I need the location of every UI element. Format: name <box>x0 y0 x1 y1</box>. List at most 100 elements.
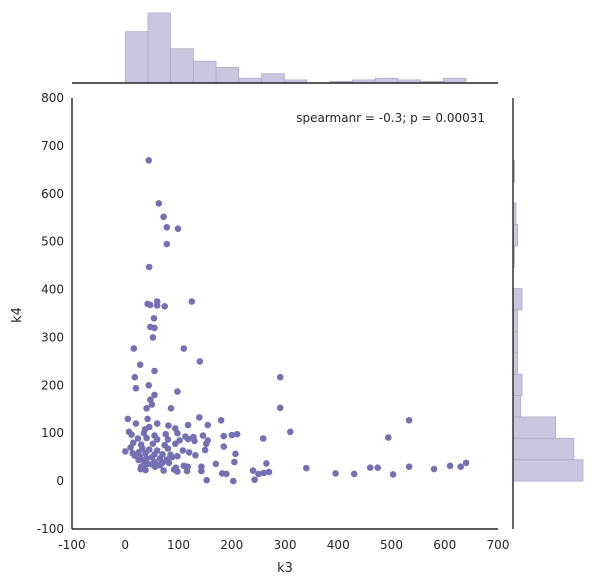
right-hist-bar <box>512 288 523 311</box>
scatter-point <box>151 367 158 375</box>
scatter-point <box>212 460 220 468</box>
scatter-point <box>405 463 413 471</box>
scatter-point <box>263 460 270 467</box>
y-tick-label: 800 <box>41 91 64 105</box>
top-marginal-histogram <box>124 12 467 84</box>
x-axis-label: k3 <box>277 561 293 576</box>
scatter-point <box>145 382 152 389</box>
scatter-point <box>366 464 374 472</box>
right-marginal-histogram <box>512 159 584 482</box>
scatter-point <box>276 373 284 381</box>
scatter-point <box>130 345 138 352</box>
scatter-point <box>174 388 181 395</box>
scatter-point <box>136 361 144 369</box>
scatter-point <box>232 450 239 458</box>
scatter-point <box>165 422 172 429</box>
scatter-point <box>143 434 150 442</box>
x-tick-labels: -100 0 100 200 300 400 500 600 700 <box>58 538 509 552</box>
right-hist-bar <box>512 373 523 397</box>
scatter-point <box>165 459 173 467</box>
scatter-point <box>204 421 212 429</box>
x-tick-label: 700 <box>487 538 510 552</box>
scatter-point <box>457 463 465 471</box>
scatter-point <box>255 470 262 478</box>
y-tick-label: -100 <box>37 522 64 536</box>
scatter-point <box>183 467 191 475</box>
scatter-point <box>143 405 150 412</box>
scatter-point <box>184 435 192 443</box>
scatter-point <box>132 420 140 427</box>
scatter-point <box>124 415 132 423</box>
top-hist-bar <box>238 77 262 84</box>
scatter-point <box>174 452 181 460</box>
x-tick-label: 200 <box>220 538 243 552</box>
scatter-point <box>163 240 171 248</box>
x-tick-label: 600 <box>433 538 456 552</box>
y-tick-label: 300 <box>41 330 64 344</box>
top-hist-bar <box>215 67 240 84</box>
scatter-point <box>230 477 237 485</box>
scatter-point <box>199 432 207 439</box>
x-tick-label: 500 <box>380 538 403 552</box>
x-tick-label: 300 <box>274 538 297 552</box>
scatter-point <box>249 467 257 474</box>
scatter-point <box>196 414 203 421</box>
scatter-point <box>405 417 413 424</box>
y-tick-label: 100 <box>41 426 64 440</box>
scatter-point <box>147 301 154 309</box>
scatter-point <box>149 440 157 448</box>
scatter-point <box>132 384 140 392</box>
scatter-point <box>201 446 209 454</box>
scatter-point <box>164 436 172 443</box>
scatter-point <box>188 298 196 305</box>
scatter-point <box>180 345 188 352</box>
scatter-point <box>150 315 158 322</box>
y-tick-label: 700 <box>41 139 64 153</box>
scatter-point <box>145 263 153 271</box>
scatter-point <box>153 420 161 427</box>
scatter-point <box>350 470 358 478</box>
scatter-point <box>153 302 161 309</box>
x-tick-label: 100 <box>167 538 190 552</box>
scatter-point <box>385 434 392 441</box>
scatter-point <box>233 430 241 438</box>
scatter-point <box>172 440 179 448</box>
scatter-point <box>142 466 149 474</box>
scatter-point <box>462 459 470 467</box>
scatter-point <box>223 470 230 478</box>
scatter-point <box>179 447 187 454</box>
scatter-point <box>155 200 163 207</box>
scatter-point <box>145 157 152 164</box>
scatter-point <box>259 435 267 442</box>
scatter-point <box>163 224 171 231</box>
scatter-point <box>160 467 167 474</box>
scatter-point <box>131 452 139 460</box>
top-hist-bar <box>261 73 285 84</box>
scatter-point <box>251 476 258 484</box>
top-hist-bar <box>374 77 399 84</box>
scatter-point <box>303 464 310 472</box>
x-tick-label: 0 <box>121 538 129 552</box>
scatter-point <box>220 432 228 440</box>
scatter-point <box>168 453 176 461</box>
scatter-point <box>127 444 134 451</box>
scatter-point <box>185 449 193 456</box>
scatter-point <box>430 465 438 473</box>
scatter-point <box>184 421 192 429</box>
scatter-point <box>128 431 135 439</box>
scatter-point <box>198 467 205 475</box>
top-hist-bar <box>147 12 172 84</box>
scatter-point <box>148 401 156 408</box>
scatter-point <box>196 358 204 365</box>
top-hist-bar <box>124 31 149 84</box>
scatter-point <box>217 417 225 424</box>
scatter-point <box>142 450 149 457</box>
scatter-point <box>332 470 339 477</box>
scatter-point <box>131 373 139 381</box>
x-tick-label: 400 <box>327 538 350 552</box>
scatter-point <box>446 462 454 470</box>
top-hist-bar <box>442 77 467 84</box>
scatter-point <box>145 423 153 431</box>
y-tick-label: 400 <box>41 283 64 297</box>
